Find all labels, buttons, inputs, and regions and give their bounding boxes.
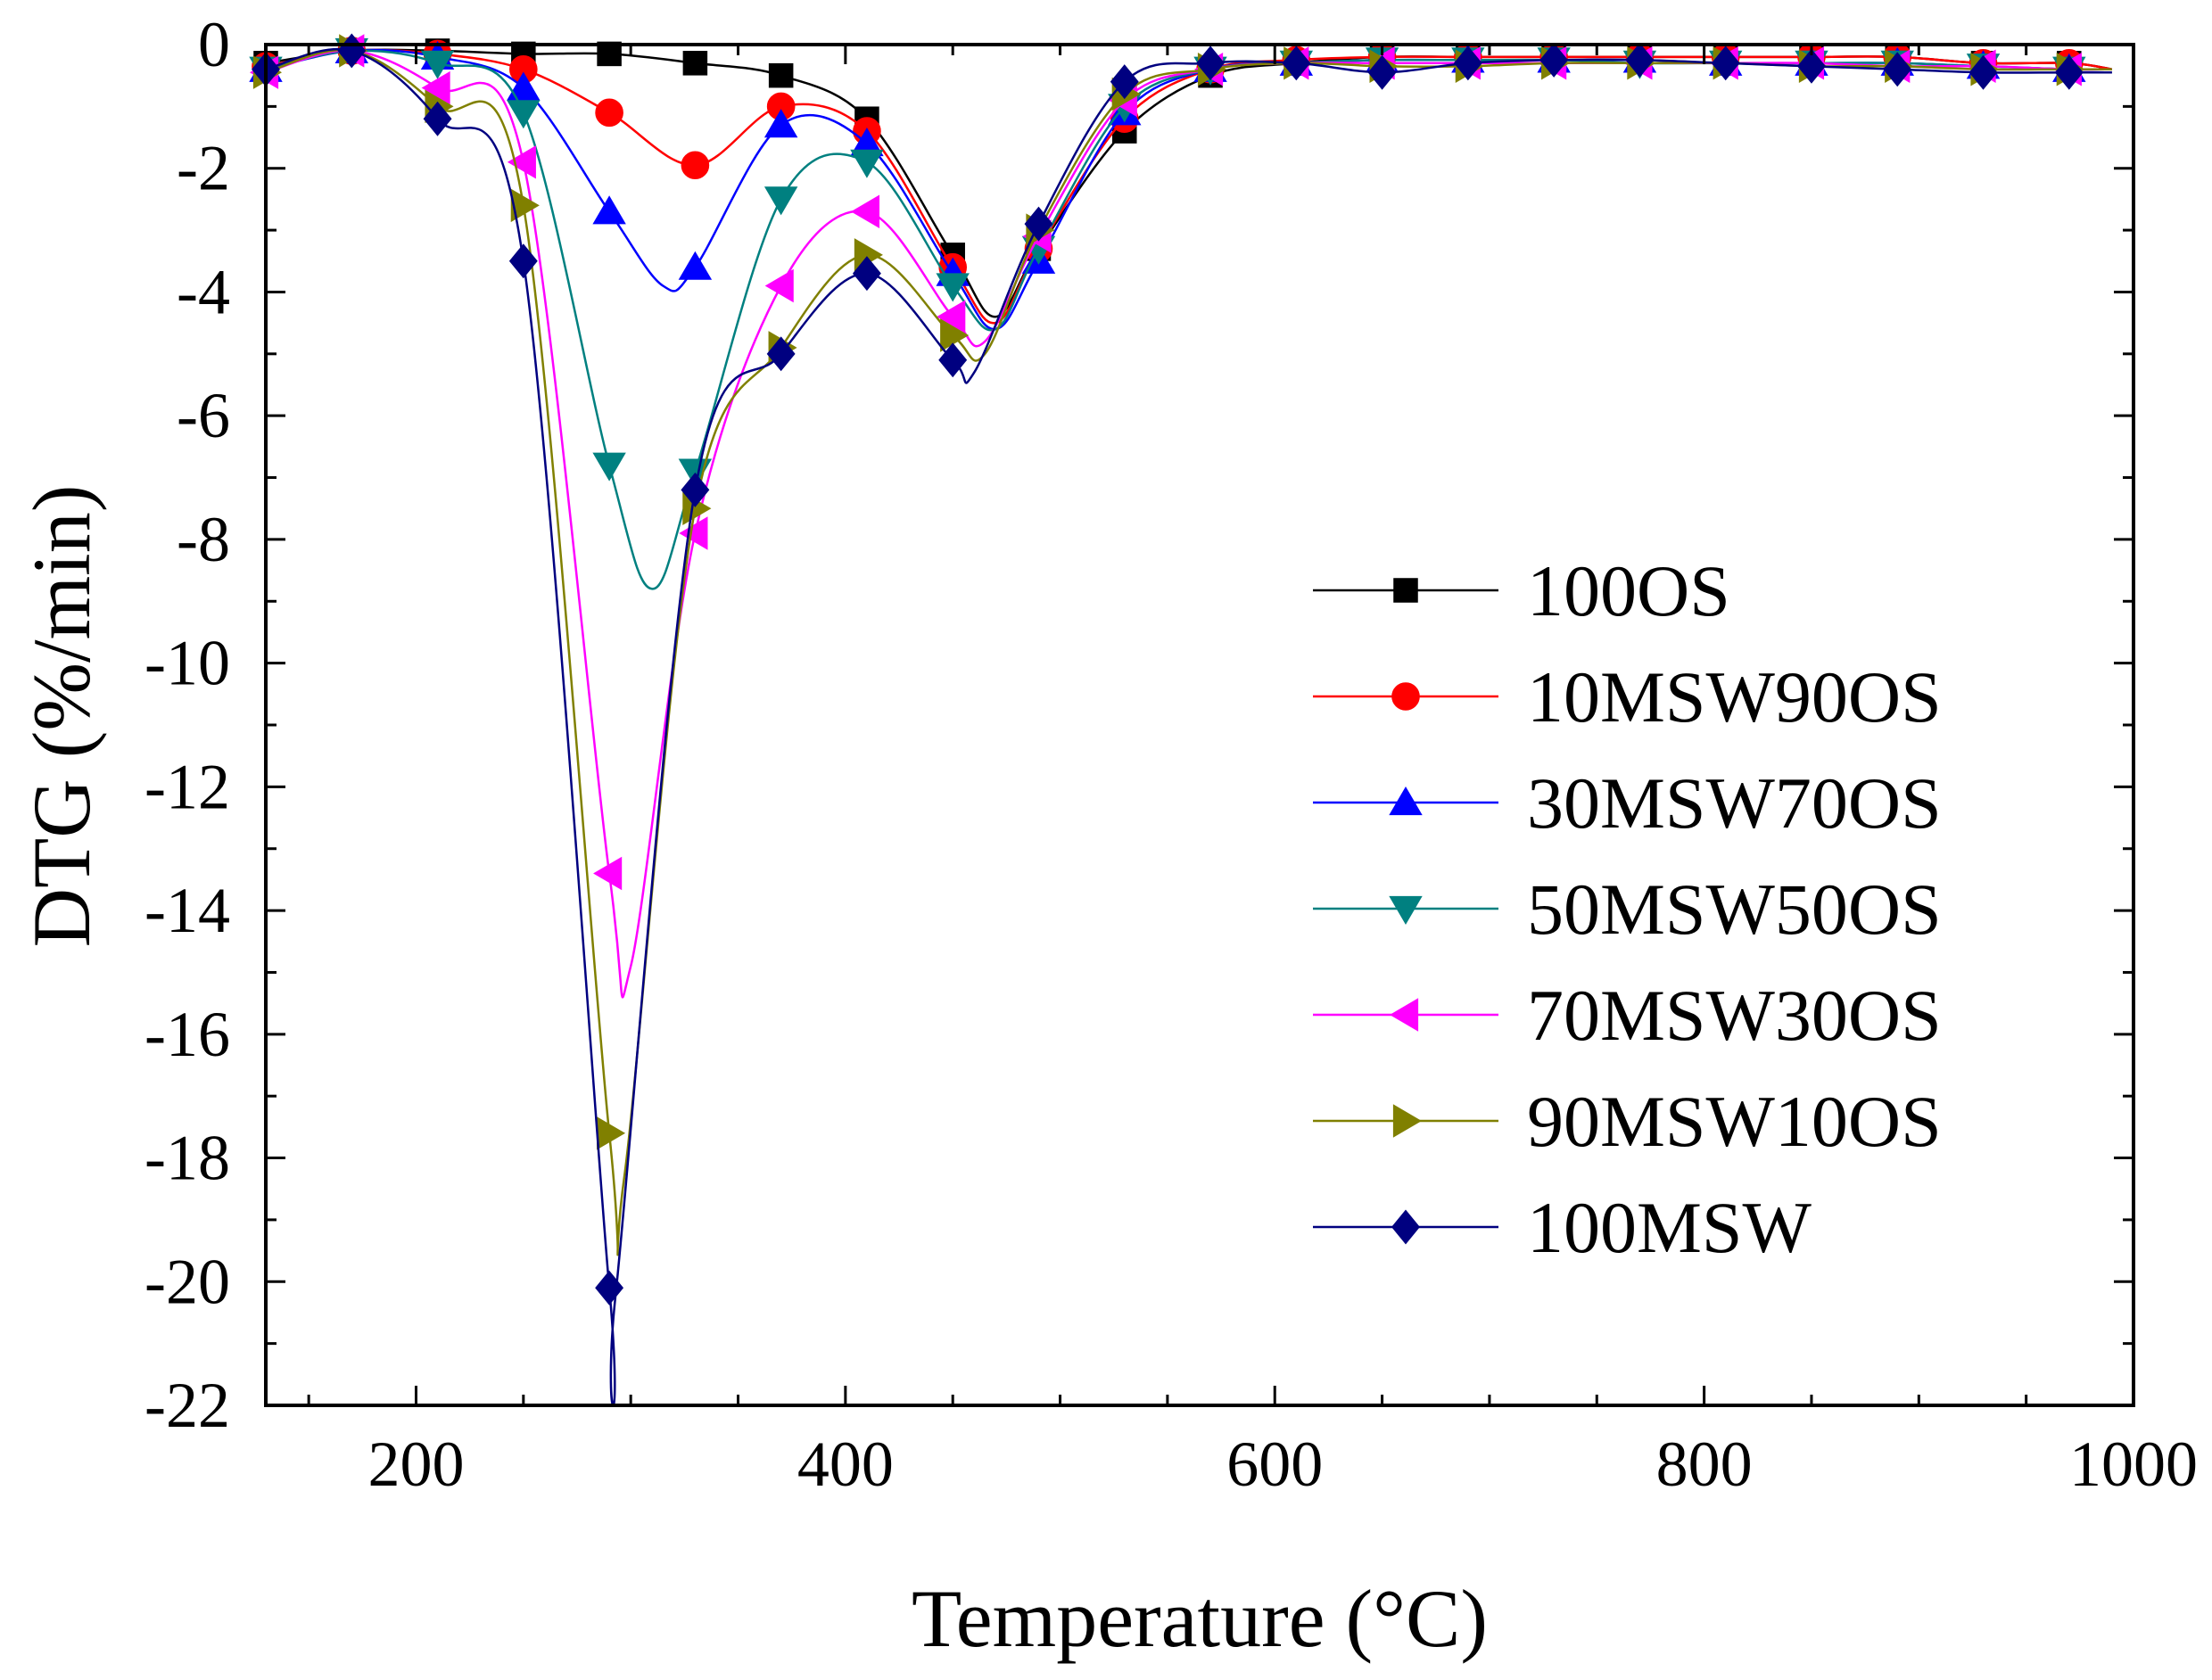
legend-marker bbox=[1391, 1209, 1420, 1245]
series-line bbox=[265, 48, 2112, 1256]
data-point bbox=[595, 1270, 624, 1305]
y-tick-label: -22 bbox=[144, 1370, 230, 1441]
legend-item: 30MSW70OS bbox=[1313, 762, 1942, 844]
data-point bbox=[936, 273, 970, 302]
legend-label: 100OS bbox=[1527, 550, 1730, 631]
y-tick-label: -2 bbox=[177, 133, 230, 204]
legend-item: 70MSW30OS bbox=[1313, 975, 1942, 1056]
series-100MSW bbox=[252, 33, 2112, 1407]
data-point bbox=[852, 256, 881, 292]
data-point bbox=[1625, 42, 1655, 78]
legend-marker bbox=[1389, 895, 1423, 925]
x-tick-label: 800 bbox=[1656, 1429, 1753, 1500]
legend-label: 90MSW10OS bbox=[1527, 1081, 1942, 1162]
data-point bbox=[938, 342, 968, 378]
data-point bbox=[420, 50, 455, 79]
data-point bbox=[508, 243, 538, 279]
legend-item: 50MSW50OS bbox=[1313, 869, 1942, 950]
legend-label: 100MSW bbox=[1527, 1187, 1812, 1268]
legend-marker bbox=[1393, 578, 1418, 603]
data-point bbox=[937, 300, 966, 334]
series-10MSW90OS bbox=[252, 37, 2113, 325]
legend-item: 90MSW10OS bbox=[1313, 1081, 1942, 1162]
legend-label: 70MSW30OS bbox=[1527, 975, 1942, 1056]
data-point bbox=[763, 186, 798, 216]
data-point bbox=[421, 70, 450, 105]
data-point bbox=[507, 145, 536, 179]
data-point bbox=[1024, 206, 1053, 242]
axes-layer: 200 400 600 800 1000 0 -2 -4 -6 -8 -10 -12 -14 -16 -18… bbox=[144, 9, 2198, 1500]
legend-marker bbox=[1392, 1104, 1422, 1138]
data-point bbox=[595, 98, 623, 128]
data-point bbox=[1711, 45, 1740, 81]
data-point bbox=[423, 101, 452, 136]
data-point bbox=[510, 188, 540, 223]
data-point bbox=[1539, 42, 1569, 78]
data-point bbox=[678, 251, 713, 280]
y-tick-label: -6 bbox=[177, 380, 230, 451]
y-tick-label: -8 bbox=[177, 504, 230, 575]
data-point bbox=[763, 109, 798, 138]
data-point bbox=[1196, 45, 1225, 81]
data-point bbox=[507, 71, 541, 101]
series-line bbox=[265, 49, 2112, 999]
data-point bbox=[681, 151, 710, 180]
legend-item: 10MSW90OS bbox=[1313, 656, 1942, 737]
data-point bbox=[940, 318, 970, 352]
y-tick-label: -10 bbox=[144, 628, 230, 699]
data-point bbox=[1282, 45, 1311, 81]
legend-label: 30MSW70OS bbox=[1527, 762, 1942, 844]
y-tick-label: -18 bbox=[144, 1123, 230, 1194]
data-point bbox=[768, 62, 794, 88]
data-point bbox=[1453, 45, 1482, 81]
data-point bbox=[1969, 54, 1998, 90]
data-point bbox=[1367, 54, 1397, 90]
y-tick-label: -4 bbox=[177, 256, 230, 327]
x-tick-label: 200 bbox=[367, 1429, 464, 1500]
data-point bbox=[682, 51, 708, 76]
x-axis-title: Temperature (°C) bbox=[912, 1573, 1488, 1664]
legend-marker bbox=[1389, 786, 1423, 816]
legend-item: 100MSW bbox=[1313, 1187, 1812, 1268]
y-tick-label: 0 bbox=[198, 9, 230, 80]
series-70MSW30OS bbox=[250, 34, 2112, 999]
x-tick-label: 1000 bbox=[2069, 1429, 2198, 1500]
data-point bbox=[764, 268, 794, 303]
data-point bbox=[681, 472, 710, 507]
y-tick-label: -20 bbox=[144, 1246, 230, 1317]
data-point bbox=[2054, 54, 2084, 90]
series-line bbox=[265, 49, 2112, 590]
legend-label: 10MSW90OS bbox=[1527, 656, 1942, 737]
legend: 100OS 10MSW90OS 30MSW70OS 50MSW50OS 70MSW30O… bbox=[1313, 550, 1942, 1268]
y-axis-title: DTG (%/min) bbox=[16, 485, 107, 948]
data-point bbox=[592, 195, 626, 225]
series-layer bbox=[249, 33, 2113, 1407]
data-point bbox=[850, 149, 884, 178]
y-tick-label: -12 bbox=[144, 751, 230, 822]
y-tick-label: -14 bbox=[144, 875, 230, 946]
data-point bbox=[1797, 48, 1826, 84]
legend-item: 100OS bbox=[1313, 550, 1730, 631]
legend-marker bbox=[1391, 682, 1420, 711]
x-tick-label: 600 bbox=[1226, 1429, 1323, 1500]
data-point bbox=[1110, 64, 1139, 100]
data-point bbox=[593, 856, 623, 891]
y-tick-label: -16 bbox=[144, 999, 230, 1070]
data-point bbox=[592, 452, 626, 482]
data-point bbox=[507, 100, 541, 129]
data-point bbox=[850, 194, 880, 229]
legend-marker bbox=[1390, 998, 1419, 1032]
data-point bbox=[679, 516, 708, 550]
data-point bbox=[1883, 52, 1912, 87]
x-tick-label: 400 bbox=[797, 1429, 894, 1500]
legend-label: 50MSW50OS bbox=[1527, 869, 1942, 950]
data-point bbox=[766, 336, 796, 372]
